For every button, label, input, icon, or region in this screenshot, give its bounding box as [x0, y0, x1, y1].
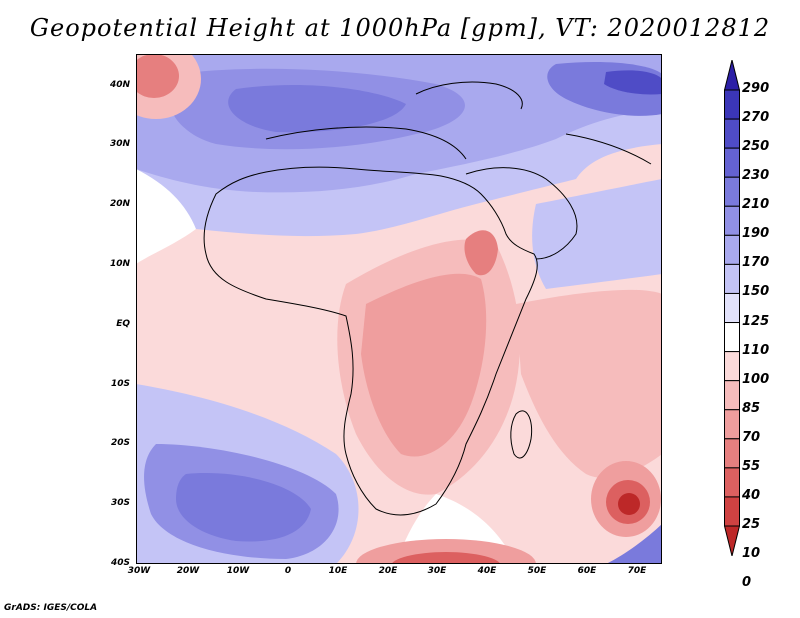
lat-label: 30S	[110, 498, 130, 508]
field-arabia-blue	[532, 179, 662, 289]
colorbar-segment	[724, 438, 740, 469]
colorbar-label: 170	[742, 255, 770, 271]
colorbar-segment	[724, 234, 740, 265]
field-north-blue-4	[228, 84, 406, 133]
field-south-red-1	[356, 539, 536, 564]
colorbar-label: 210	[742, 197, 770, 213]
field-ethiopia-red	[464, 230, 498, 276]
colorbar-segment	[724, 467, 740, 498]
map-frame	[136, 54, 662, 564]
field-northeast-core	[604, 70, 662, 95]
colorbar-label: 290	[742, 81, 770, 96]
lat-label: 10N	[109, 259, 130, 269]
colorbar-segment	[724, 351, 740, 382]
colorbar-segment	[724, 263, 740, 294]
field-west-white	[136, 169, 196, 264]
lon-label: 50E	[527, 566, 547, 576]
lon-label: 20W	[176, 566, 200, 576]
lat-label: 10S	[110, 379, 130, 389]
colorbar-segment	[724, 60, 740, 91]
colorbar-label: 85	[742, 400, 761, 416]
colorbar-label: 25	[742, 517, 761, 532]
colorbar-segment	[724, 292, 740, 324]
colorbar-label: 125	[742, 313, 770, 329]
colorbar-label: 230	[742, 168, 770, 184]
colorbar-label: 110	[742, 342, 770, 358]
colorbar-label: 100	[742, 371, 770, 387]
lon-label: 30W	[127, 566, 151, 576]
lon-label: 10W	[226, 566, 250, 576]
colorbar-segment	[724, 205, 740, 236]
lat-label: 20S	[110, 438, 130, 448]
lon-label: 70E	[627, 566, 647, 576]
colorbar	[724, 60, 740, 556]
colorbar-label: 40	[742, 487, 761, 503]
lon-label: 30E	[427, 566, 447, 576]
field-south-red-2	[391, 552, 501, 564]
colorbar-label: 250	[742, 139, 770, 155]
lat-label: 20N	[109, 199, 130, 209]
colorbar-label: 190	[742, 226, 770, 242]
grads-credit: GrADS: IGES/COLA	[4, 603, 98, 613]
colorbar-segment	[724, 176, 740, 207]
colorbar-label: 270	[742, 110, 770, 126]
lon-label: 10E	[328, 566, 348, 576]
colorbar-segment	[724, 525, 740, 556]
field-nw-red-2	[136, 54, 179, 98]
colorbar-segment	[724, 322, 740, 353]
lat-label: 40S	[110, 558, 130, 568]
geopotential-map	[136, 54, 662, 564]
field-se-red-3	[618, 493, 640, 515]
colorbar-label: 70	[742, 429, 761, 445]
colorbar-segment	[724, 380, 740, 411]
field-africa-red-2	[361, 273, 487, 457]
lon-label: 20E	[378, 566, 398, 576]
colorbar-segment	[724, 118, 740, 149]
field-se-blue	[606, 524, 662, 564]
colorbar-label: 150	[742, 284, 770, 300]
map-panel	[136, 54, 662, 564]
lon-label: 40E	[477, 566, 497, 576]
colorbar-label: 10	[742, 546, 761, 562]
lat-label: 30N	[109, 139, 130, 149]
colorbar-segment	[724, 496, 740, 527]
field-indian-ocean-red	[516, 289, 662, 478]
lat-label: 40N	[109, 80, 130, 90]
coastlines	[203, 81, 652, 516]
lon-label: 0	[284, 566, 292, 576]
colorbar-segment	[724, 147, 740, 178]
field-satl-blue-3	[176, 473, 311, 542]
map-title: Geopotential Height at 1000hPa [gpm], VT…	[29, 14, 771, 42]
lat-label: EQ	[116, 319, 130, 329]
colorbar-segment	[724, 409, 740, 440]
colorbar-label: 55	[742, 458, 761, 474]
lon-label: 60E	[577, 566, 597, 576]
colorbar-label: 0	[742, 575, 752, 591]
colorbar-segment	[724, 89, 740, 120]
